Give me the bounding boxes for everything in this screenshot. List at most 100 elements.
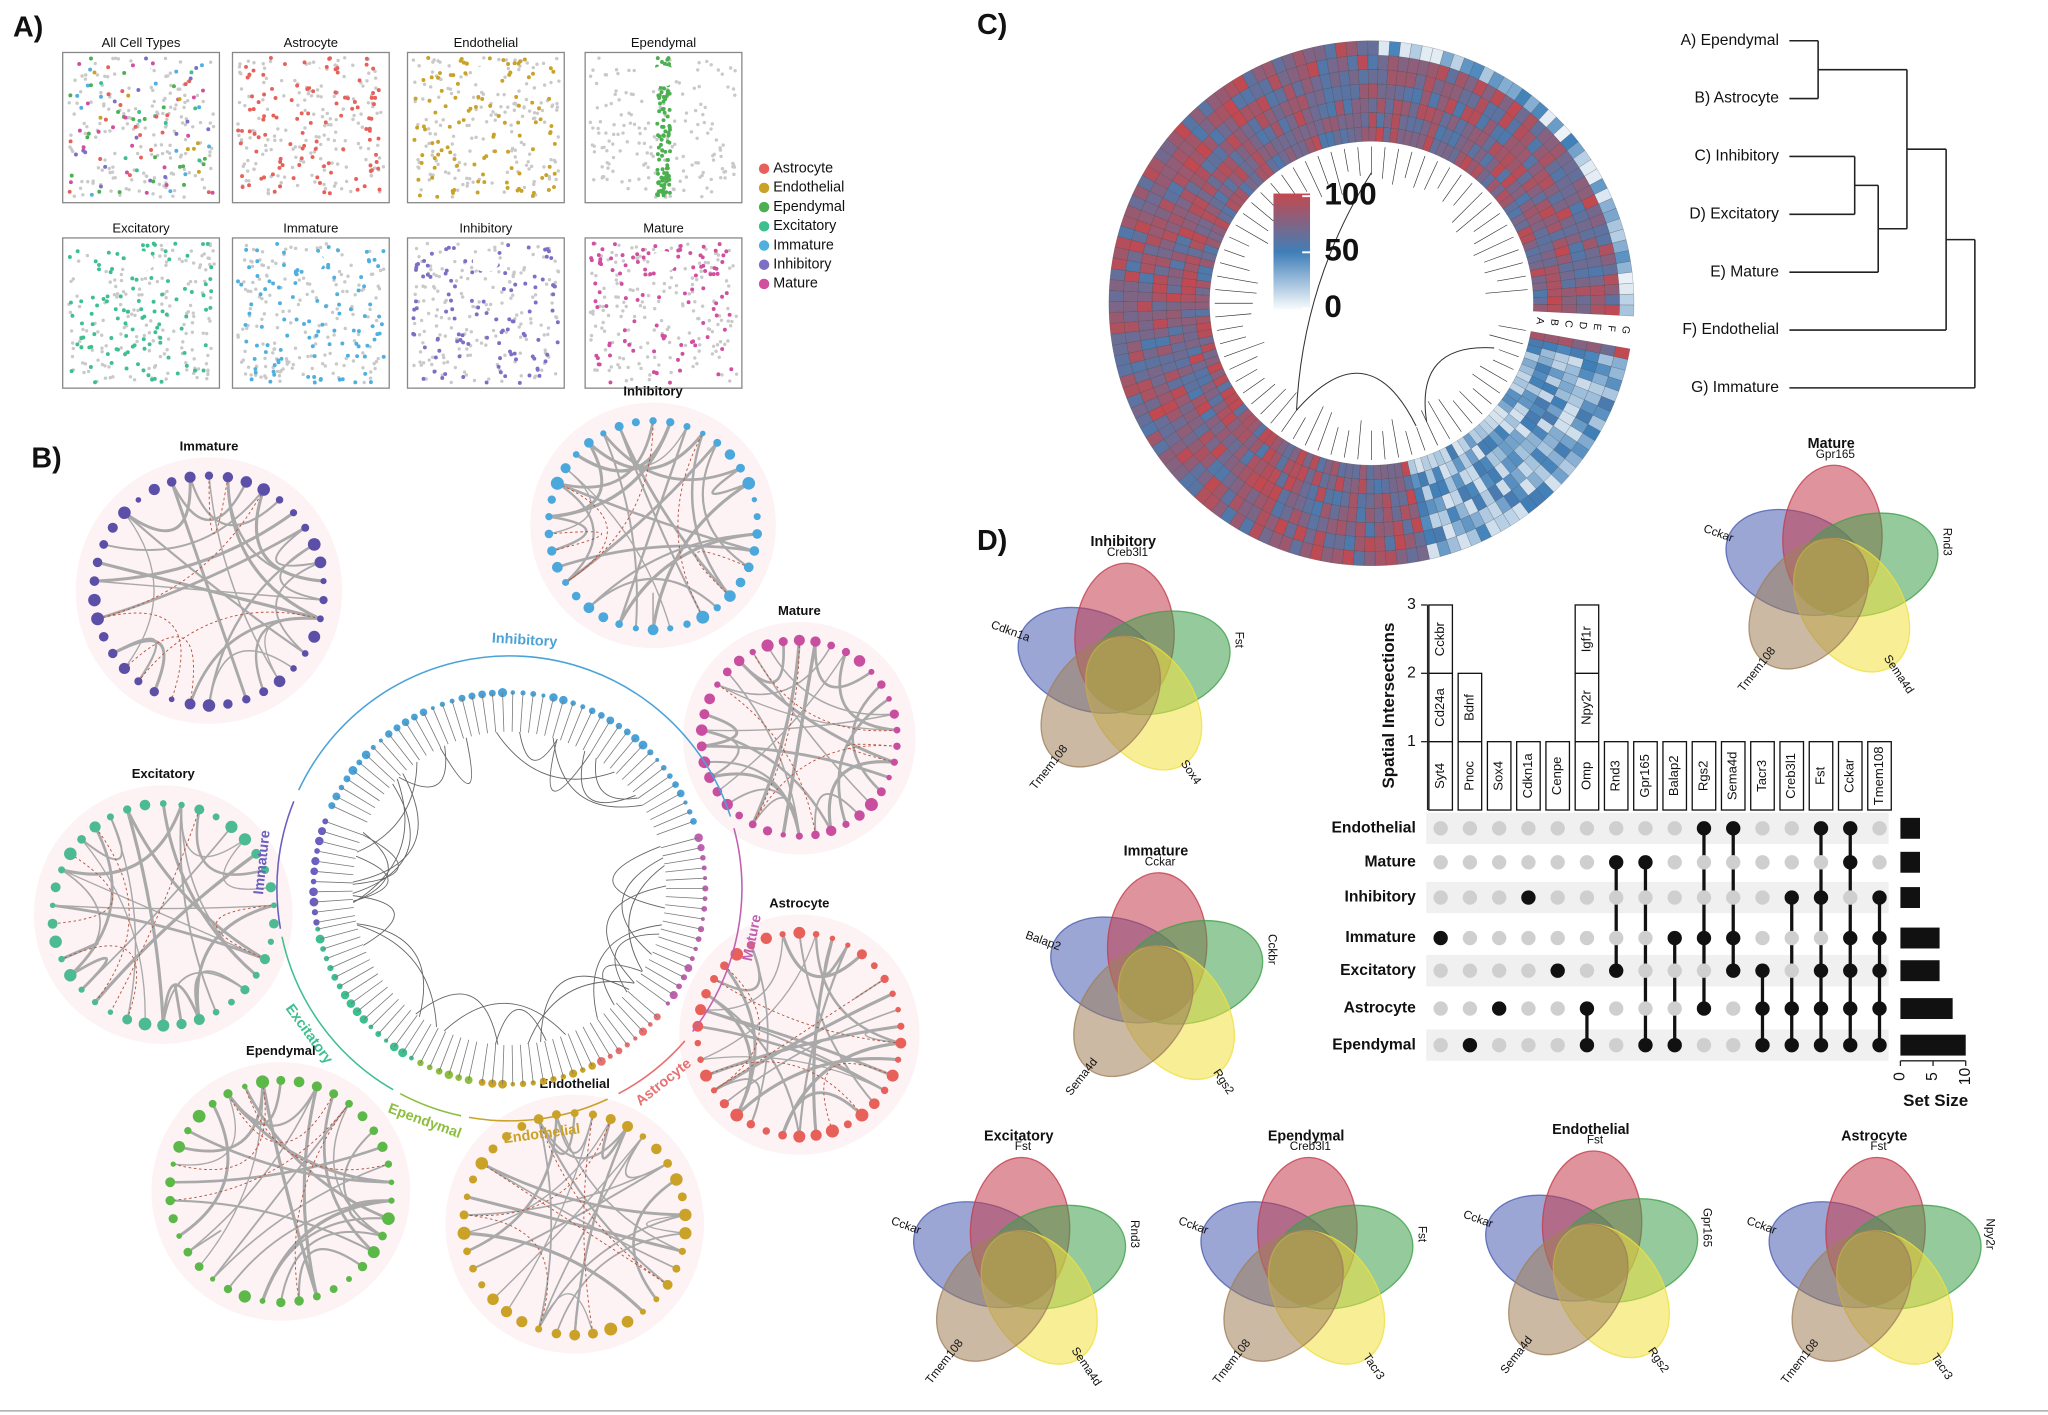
cell [461, 375, 466, 379]
cell [721, 253, 726, 258]
network-edge [851, 683, 883, 793]
cell [282, 94, 286, 98]
cell [505, 185, 510, 190]
cell [659, 318, 664, 323]
network-edge [557, 482, 608, 583]
cell [261, 98, 265, 102]
network-node [679, 1227, 692, 1240]
cell [70, 354, 75, 359]
dendrogram-branch [352, 834, 399, 885]
cell [610, 340, 615, 345]
heat-cell [1604, 294, 1620, 306]
membership-dot [1813, 1001, 1829, 1016]
cell [268, 379, 273, 384]
cell [709, 265, 714, 270]
dendrogram-branch [461, 698, 472, 737]
gene-node [687, 809, 693, 815]
dendrogram-branch [589, 720, 611, 755]
cell [164, 183, 169, 187]
cell [701, 263, 706, 268]
cell [720, 373, 724, 377]
network-edge [464, 1162, 668, 1216]
cell [421, 341, 425, 345]
network-node [670, 1173, 683, 1186]
cell [316, 329, 321, 334]
cell [449, 278, 454, 283]
heat-cell [1356, 507, 1366, 523]
cell [707, 327, 712, 331]
heat-cell [1383, 521, 1395, 537]
cell [78, 186, 83, 190]
network-node [730, 1108, 744, 1122]
venn-title: Astrocyte [1841, 1128, 1907, 1144]
cell [193, 106, 198, 111]
dendrogram-branch [313, 898, 354, 903]
cell [81, 193, 85, 197]
venn-set-label: Creb3l1 [1107, 546, 1148, 559]
cell [651, 154, 655, 159]
heat-cell [1385, 550, 1398, 566]
gene-node [539, 1077, 548, 1085]
network-edge [538, 1118, 668, 1286]
empty-dot [1609, 930, 1624, 946]
cell [537, 106, 542, 111]
network-node [329, 1089, 339, 1099]
venn-set-label: Fst [1233, 632, 1246, 649]
network-node [259, 954, 271, 965]
cell [695, 136, 699, 141]
membership-dot [1843, 821, 1858, 836]
network-node [679, 1208, 692, 1222]
cell [183, 137, 188, 142]
cell [81, 145, 86, 150]
cell [428, 172, 432, 177]
cell [436, 75, 440, 80]
dendrogram-branch [582, 715, 602, 751]
cell [491, 110, 495, 114]
network-node [735, 577, 746, 588]
cell [253, 370, 258, 375]
network-node [77, 834, 86, 844]
cell [206, 190, 211, 195]
dendrogram-branch [491, 693, 497, 733]
cell [720, 260, 725, 264]
network-node [98, 631, 109, 642]
cell [664, 174, 669, 179]
gene-node [478, 1078, 486, 1086]
network-node [719, 1099, 730, 1109]
cell [322, 133, 326, 137]
heat-cell [1357, 493, 1367, 509]
panel-label: D) [977, 525, 1007, 557]
dendrogram-branch [655, 944, 693, 959]
cell [676, 254, 681, 259]
network-edge [548, 531, 602, 552]
cell [184, 331, 188, 336]
heat-cell [1547, 296, 1563, 305]
cell [506, 105, 510, 109]
cell [296, 103, 300, 107]
cell [683, 119, 688, 123]
cell [334, 147, 338, 151]
network-node [257, 483, 270, 496]
cell [637, 177, 641, 181]
cell [151, 299, 156, 304]
cell [345, 96, 350, 101]
network-edge [701, 744, 890, 779]
cell [652, 328, 656, 332]
network-edge [701, 712, 739, 748]
cell [120, 89, 125, 94]
dendrogram-branch [1215, 289, 1257, 294]
cell [733, 93, 737, 97]
cell [614, 253, 619, 257]
dendrogram-branch [621, 752, 651, 780]
cell [637, 126, 641, 130]
y-tick-label: 2 [1407, 664, 1416, 681]
network-node [710, 1087, 718, 1094]
empty-dot [1579, 855, 1595, 870]
cell [186, 133, 191, 138]
network-edge [481, 1162, 677, 1270]
heat-cell [1392, 520, 1405, 537]
cell [715, 343, 720, 347]
cell [324, 322, 328, 327]
network-node [308, 630, 321, 643]
network-node [238, 833, 252, 846]
